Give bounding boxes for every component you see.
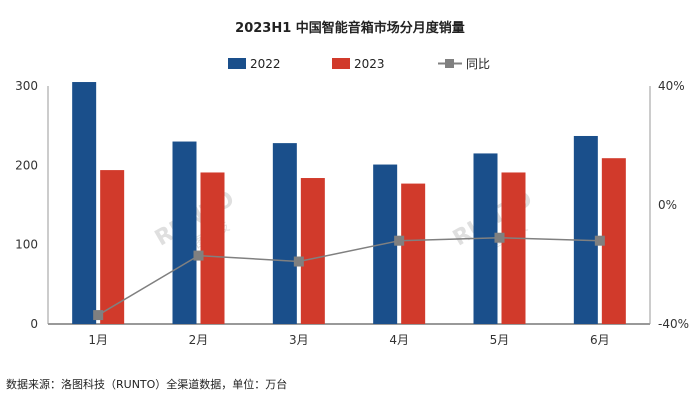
x-tick-label: 1月 — [88, 333, 108, 347]
yoy-point — [494, 232, 505, 243]
legend: 2022 2023 同比 — [228, 57, 490, 71]
legend-swatch-marker — [445, 59, 454, 68]
bar-2023 — [601, 158, 626, 324]
yoy-line-layer — [93, 232, 605, 321]
yoy-point — [394, 235, 405, 246]
bar-2023 — [200, 172, 225, 324]
bar-2022 — [573, 135, 598, 324]
bar-2022 — [272, 143, 297, 324]
x-tick-label: 5月 — [490, 333, 510, 347]
yoy-point — [594, 235, 605, 246]
legend-label: 2022 — [250, 57, 281, 71]
x-tick-label: 3月 — [289, 333, 309, 347]
y-left-tick-label: 300 — [15, 79, 38, 93]
bar-2023 — [501, 172, 526, 324]
y-right-tick-label: -40% — [658, 317, 689, 331]
x-tick-label: 2月 — [189, 333, 209, 347]
yoy-point — [93, 310, 104, 321]
axes: 0 100 200 300 -40% 0% 40% — [15, 79, 689, 331]
x-tick-label: 6月 — [590, 333, 610, 347]
y-right-tick-label: 40% — [658, 79, 685, 93]
x-axis-labels: 1月 2月 3月 4月 5月 6月 — [88, 333, 609, 347]
y-left-tick-label: 100 — [15, 238, 38, 252]
y-right-tick-label: 0% — [658, 198, 677, 212]
bars — [72, 82, 626, 325]
source-note: 数据来源：洛图科技（RUNTO）全渠道数据，单位：万台 — [6, 378, 288, 391]
yoy-point — [193, 250, 204, 261]
yoy-line — [97, 236, 600, 316]
bar-2022 — [172, 141, 197, 324]
bar-2023 — [100, 170, 125, 324]
chart-title: 2023H1 中国智能音箱市场分月度销量 — [235, 20, 465, 36]
x-tick-label: 4月 — [389, 333, 409, 347]
y-left-tick-label: 200 — [15, 158, 38, 172]
legend-swatch-2023 — [332, 58, 350, 69]
bar-2023 — [300, 178, 325, 324]
legend-label: 同比 — [466, 57, 490, 71]
legend-label: 2023 — [354, 57, 385, 71]
bar-2023 — [401, 183, 426, 324]
bar-2022 — [72, 82, 97, 325]
yoy-point — [293, 256, 304, 267]
legend-swatch-2022 — [228, 58, 246, 69]
y-left-tick-label: 0 — [30, 317, 38, 331]
